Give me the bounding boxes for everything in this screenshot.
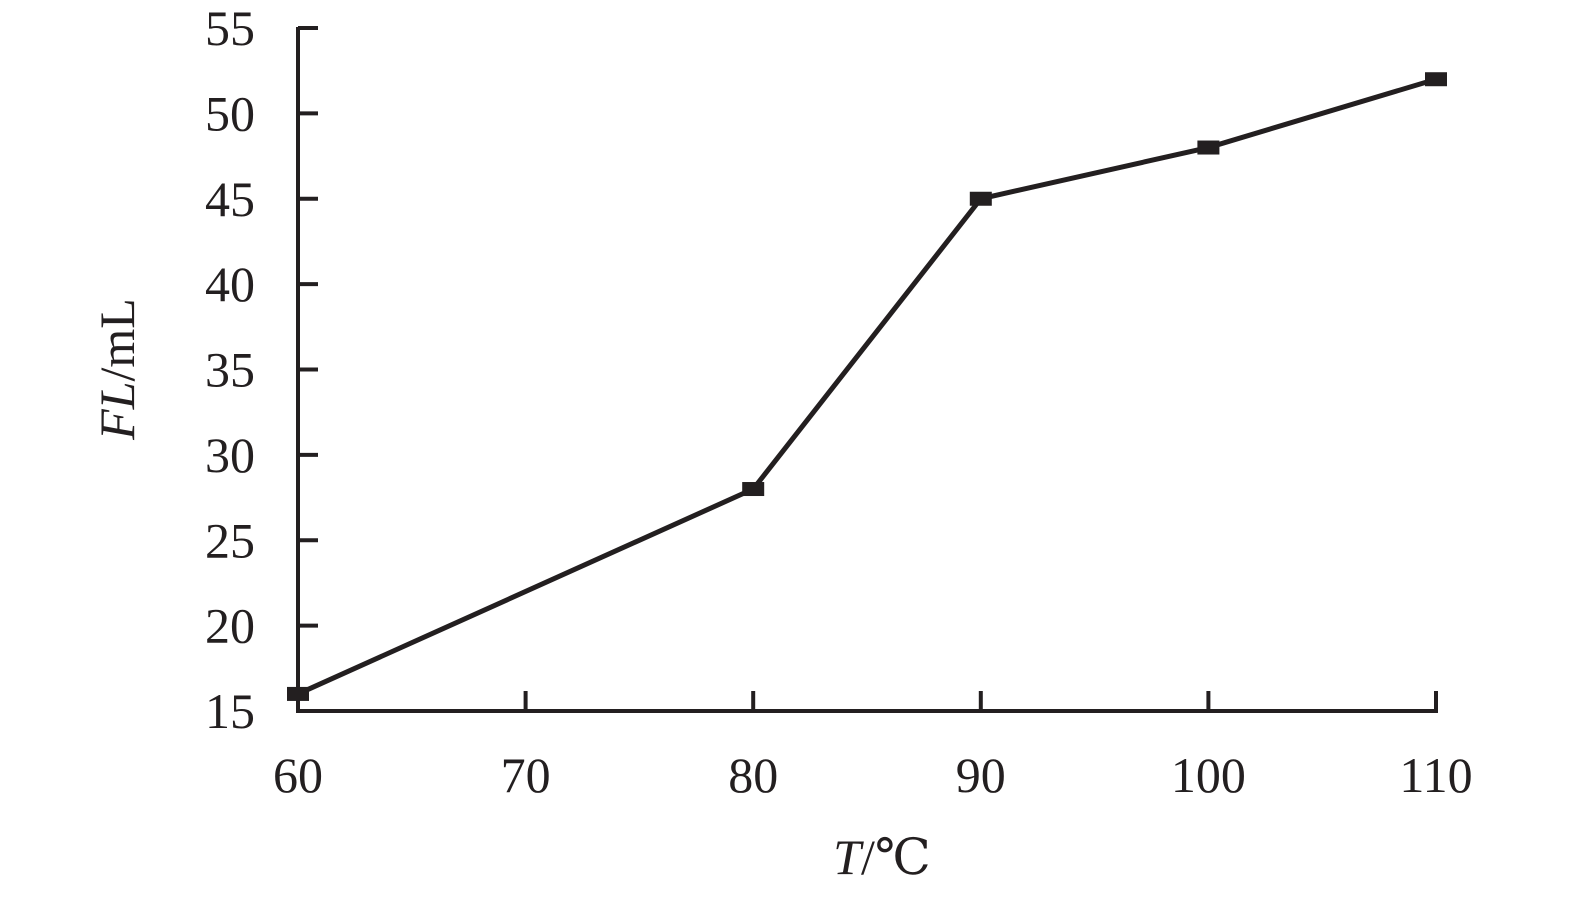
x-axis-title: T/℃: [833, 829, 931, 885]
x-tick-label: 70: [501, 747, 551, 803]
y-tick-label: 45: [205, 171, 255, 227]
data-point-marker: [1425, 72, 1447, 87]
y-axis-title: FL/mL: [89, 298, 145, 441]
y-tick-label: 15: [205, 683, 255, 739]
y-tick-label: 40: [205, 256, 255, 312]
data-point-marker: [969, 191, 992, 206]
data-point-marker: [742, 482, 765, 497]
x-axis-title-var: T: [833, 829, 864, 885]
y-axis: 15 20 25 30 35 40 45 50 55: [205, 0, 318, 739]
axes-frame: [296, 27, 1438, 713]
y-axis-title-var: FL: [89, 381, 145, 440]
series-line: [296, 76, 1437, 697]
y-tick-label: 35: [205, 342, 255, 398]
y-tick-label: 55: [205, 0, 255, 56]
x-tick-label: 90: [956, 747, 1006, 803]
series-group: [287, 72, 1447, 701]
x-tick-label: 80: [728, 747, 778, 803]
y-axis-title-unit: /mL: [89, 298, 145, 381]
y-tick-label: 20: [205, 598, 255, 654]
x-axis-title-unit: /℃: [861, 829, 931, 885]
y-tick-label: 50: [205, 85, 255, 141]
y-tick-label: 30: [205, 427, 255, 483]
x-axis: 60 70 80 90 100 110: [273, 691, 1473, 803]
x-tick-label: 60: [273, 747, 323, 803]
x-tick-label: 110: [1399, 747, 1472, 803]
y-tick-label: 25: [205, 512, 255, 568]
data-point-marker: [1197, 140, 1220, 155]
x-tick-label: 100: [1171, 747, 1246, 803]
plot-area: 15 20 25 30 35 40 45 50 55 60 70 80 90 100 110: [205, 0, 1473, 803]
data-point-marker: [287, 686, 309, 701]
